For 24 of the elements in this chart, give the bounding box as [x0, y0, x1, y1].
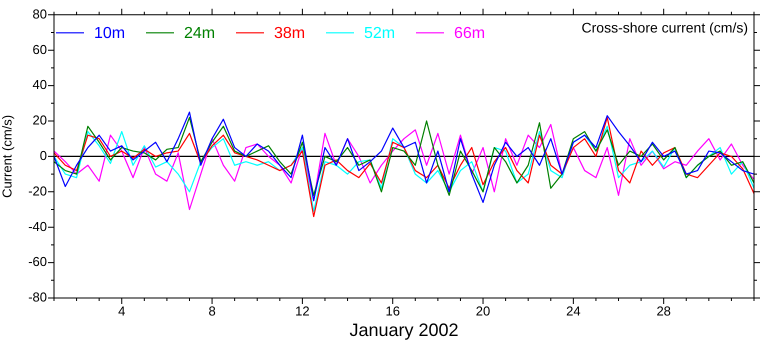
legend-label: 38m: [274, 25, 306, 42]
x-tick-label: 16: [385, 303, 400, 318]
y-tick-label: -60: [28, 254, 47, 270]
x-tick-label: 12: [295, 303, 310, 318]
x-tick-label: 28: [656, 303, 671, 318]
y-axis-title: Current (cm/s): [0, 114, 14, 198]
y-tick-label: 40: [32, 77, 47, 92]
annotation: Cross-shore current (cm/s): [582, 20, 748, 36]
y-tick-label: 60: [32, 42, 47, 57]
y-tick-label: -80: [28, 290, 47, 305]
y-tick-label: 20: [32, 112, 47, 128]
x-tick-label: 20: [476, 303, 490, 318]
y-tick-label: 0: [40, 148, 47, 163]
y-tick-label: -20: [28, 183, 47, 198]
x-tick-label: 4: [118, 303, 126, 318]
x-tick-label: 8: [208, 303, 216, 318]
y-tick-label: -40: [28, 218, 47, 234]
legend-label: 10m: [94, 25, 126, 42]
x-tick-label: 24: [566, 303, 581, 318]
y-tick-label: 80: [32, 6, 47, 22]
legend-label: 24m: [184, 25, 216, 42]
legend-label: 52m: [364, 25, 396, 42]
legend-label: 66m: [454, 25, 486, 42]
x-axis-title: January 2002: [349, 320, 459, 340]
